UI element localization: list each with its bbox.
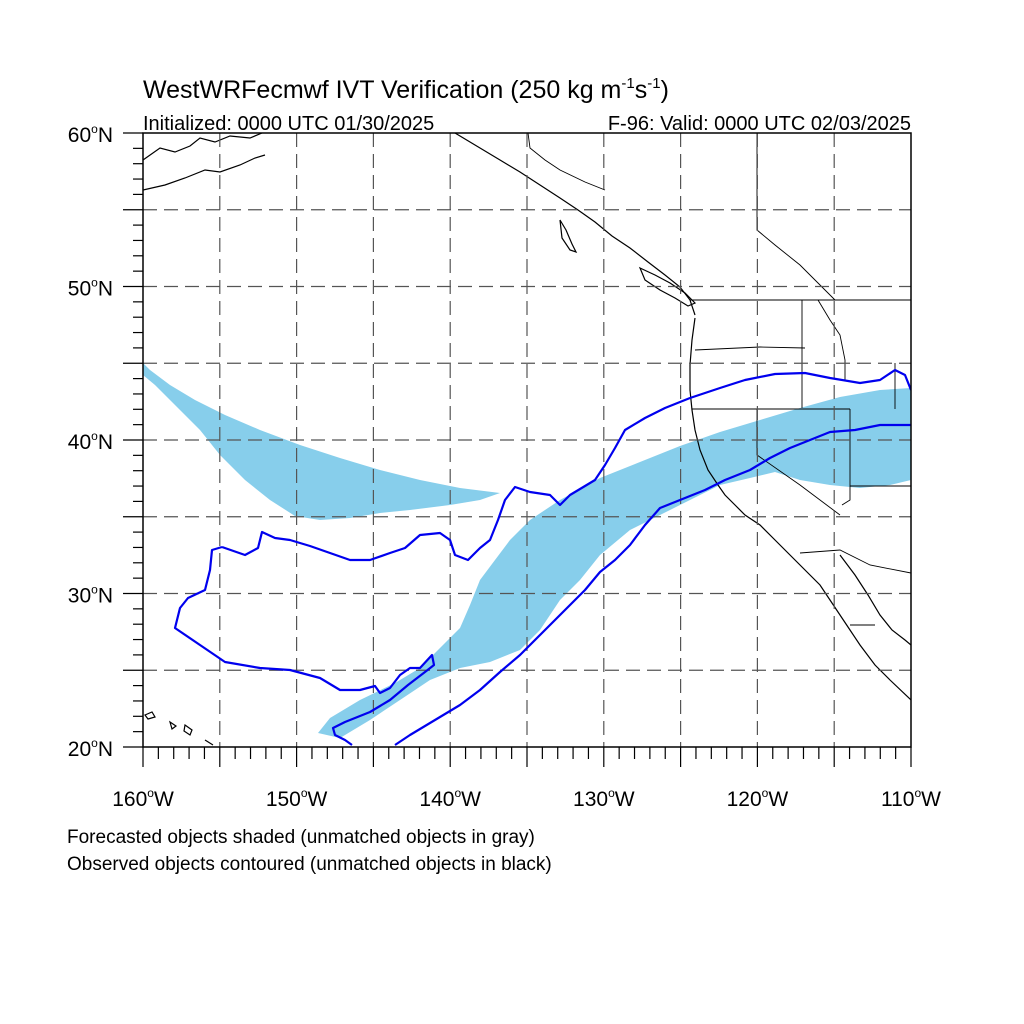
lat-label: 60oN [68, 122, 113, 147]
coast-vancouver-island [638, 266, 697, 307]
subtitle-valid: F-96: Valid: 0000 UTC 02/03/2025 [608, 113, 911, 135]
coast-haida-gwaii [559, 219, 578, 254]
footnote-observed: Observed objects contoured (unmatched ob… [67, 854, 552, 875]
forecast-object-north-pacific [143, 363, 500, 520]
observed-objects [173, 368, 911, 746]
lat-label: 30oN [68, 583, 113, 608]
forecast-object-atmospheric-river [318, 388, 911, 738]
lat-label: 20oN [68, 736, 113, 761]
lon-label: 140oW [419, 786, 481, 811]
lon-label: 150oW [266, 786, 328, 811]
lon-label: 160oW [112, 786, 174, 811]
border-alaska-canada [527, 133, 606, 191]
longitude-labels: 160oW 150oW 140oW 130oW 120oW 110oW [112, 786, 941, 811]
observed-object-subtropical [221, 368, 911, 746]
coast-panhandle [454, 133, 696, 316]
subtitle-initialized: Initialized: 0000 UTC 01/30/2025 [143, 113, 434, 135]
coast-alaska-peninsula [143, 133, 263, 161]
axis-ticks [123, 132, 912, 767]
border-nv-ut [841, 409, 851, 506]
latitude-labels: 60oN 50oN 40oN 30oN 20oN [68, 122, 113, 761]
observed-object-west-loop [173, 545, 436, 746]
lon-label: 120oW [727, 786, 789, 811]
footnote-forecast: Forecasted objects shaded (unmatched obj… [67, 827, 535, 848]
coastlines [143, 133, 911, 746]
coast-baja-gulf [839, 554, 911, 646]
forecast-objects [143, 363, 911, 738]
coast-alaska-south [143, 154, 266, 191]
lon-label: 110oW [881, 786, 941, 811]
coast-islands-hawaii [144, 711, 214, 746]
lon-label: 130oW [573, 786, 635, 811]
border-id-mt [817, 299, 846, 380]
coast-west-us [689, 317, 911, 701]
lat-label: 40oN [68, 429, 113, 454]
lat-label: 50oN [68, 276, 113, 301]
border-bc-alberta [756, 133, 836, 301]
border-wa-or [694, 346, 806, 351]
map-title: WestWRFecmwf IVT Verification (250 kg m-… [143, 75, 669, 104]
political-borders [527, 133, 911, 626]
lat-lon-grid [143, 133, 911, 747]
border-us-mexico [799, 549, 911, 574]
